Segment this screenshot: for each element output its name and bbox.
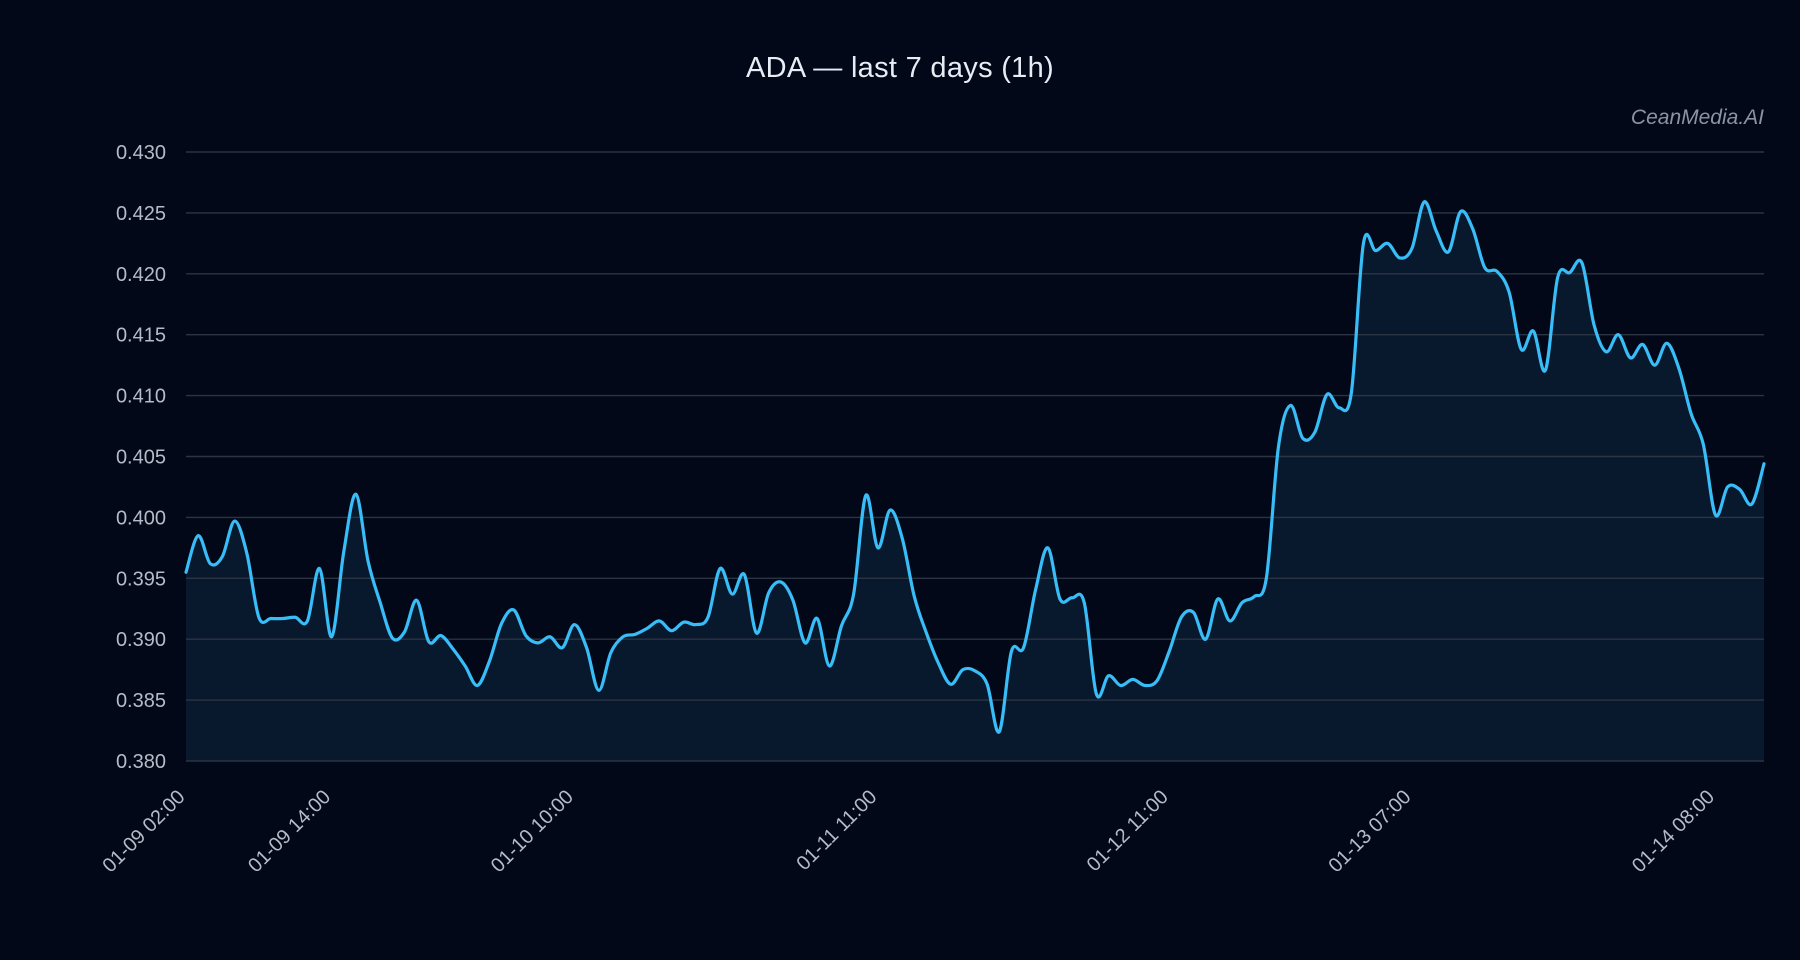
series-line xyxy=(184,200,1766,734)
chart-title: ADA — last 7 days (1h) xyxy=(746,52,1054,84)
y-tick-label: 0.390 xyxy=(116,629,166,651)
y-tick-label: 0.395 xyxy=(116,568,166,590)
y-tick-label: 0.420 xyxy=(116,264,166,286)
x-tick-label: 01-14 08:00 xyxy=(1628,786,1719,877)
y-tick-label: 0.380 xyxy=(116,751,166,773)
y-tick-label: 0.415 xyxy=(116,325,166,347)
y-tick-label: 0.425 xyxy=(116,203,166,225)
x-tick-label: 01-10 10:00 xyxy=(487,786,578,877)
y-tick-label: 0.400 xyxy=(116,507,166,529)
series-area xyxy=(186,201,1764,761)
y-tick-label: 0.385 xyxy=(116,690,166,712)
x-tick-label: 01-13 07:00 xyxy=(1324,786,1415,877)
x-tick-label: 01-11 11:00 xyxy=(792,786,881,875)
x-tick-label: 01-09 02:00 xyxy=(98,786,189,877)
x-tick-label: 01-12 11:00 xyxy=(1083,786,1173,876)
y-tick-label: 0.430 xyxy=(116,142,166,164)
y-tick-label: 0.405 xyxy=(116,447,166,469)
y-tick-label: 0.410 xyxy=(116,386,166,408)
x-tick-label: 01-09 14:00 xyxy=(244,786,335,877)
watermark: CeanMedia.AI xyxy=(1630,106,1764,129)
